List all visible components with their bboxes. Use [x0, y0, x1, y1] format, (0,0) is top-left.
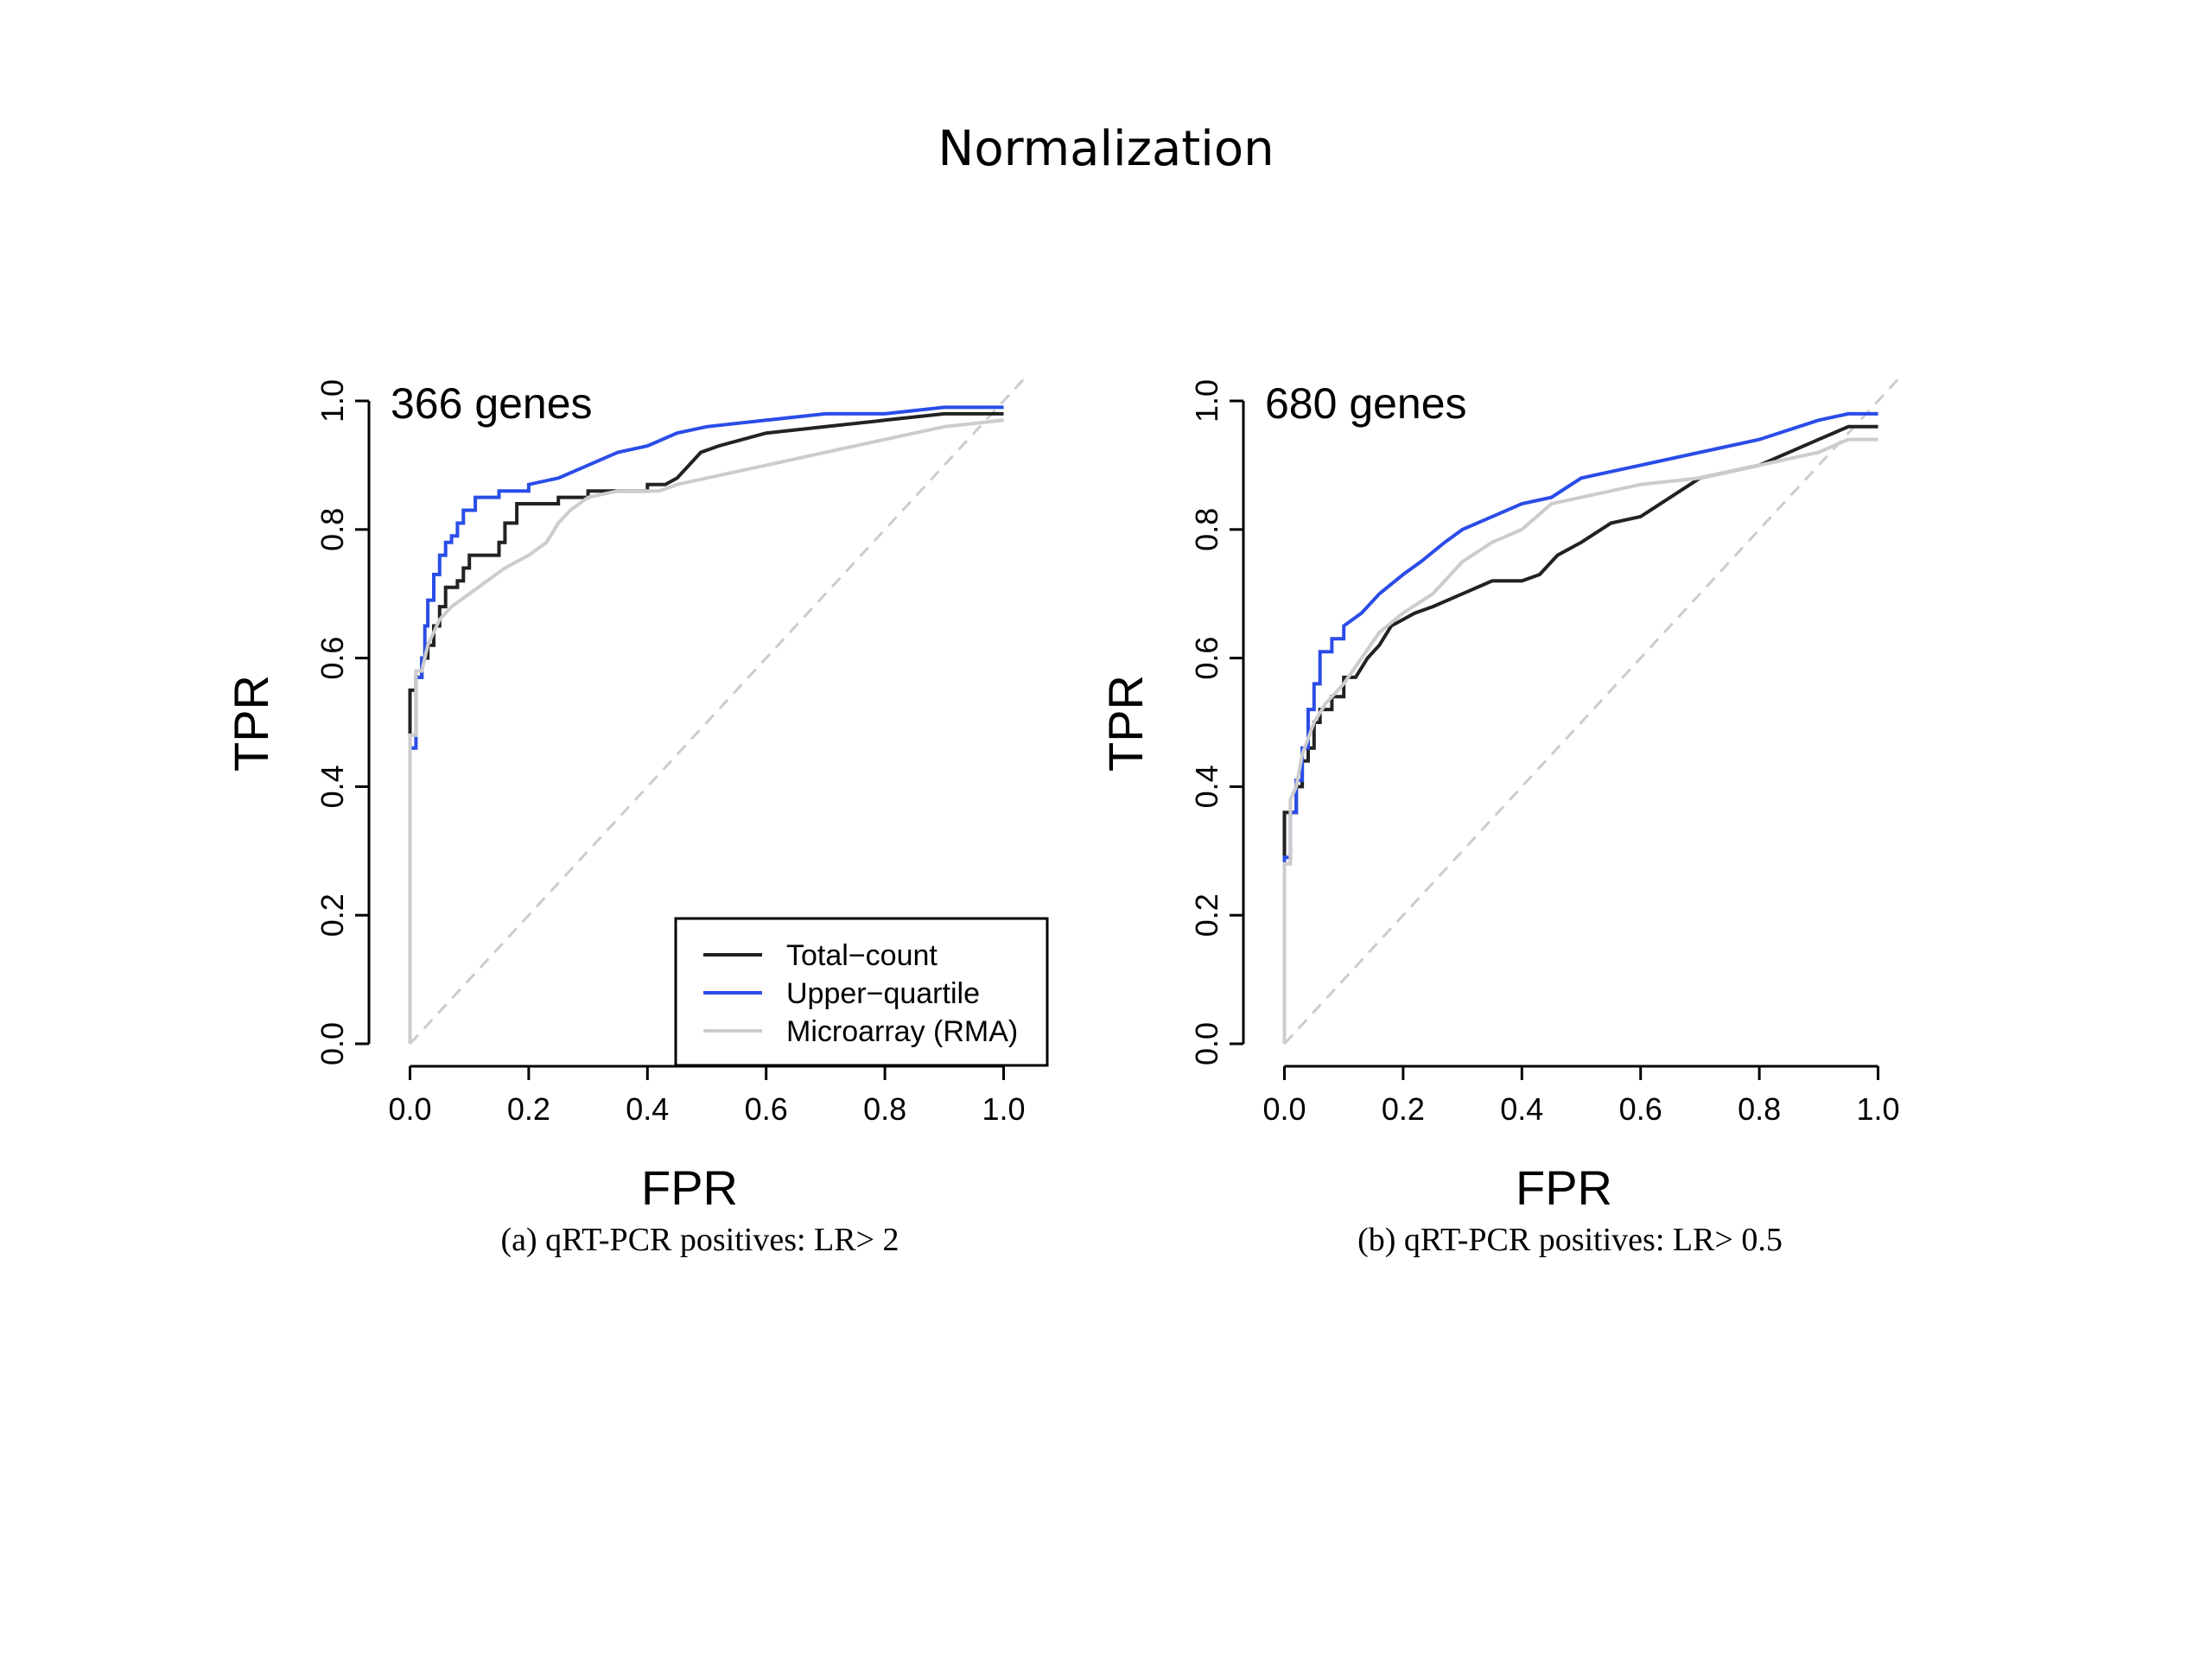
gene-count-annotation: 366 genes: [391, 379, 593, 428]
x-tick-label: 0.8: [1738, 1091, 1781, 1127]
series-line-upper-quartile: [1282, 411, 1878, 1044]
y-tick-label: 0.4: [315, 765, 350, 808]
y-axis-title: TPR: [1098, 675, 1153, 772]
roc-chart-a: (a) qRT-PCR positives: LR> 2 0.0 0.2 0.4 0.…: [224, 374, 1049, 1258]
y-axis-title: TPR: [224, 675, 278, 772]
y-tick-label: 0.0: [315, 1022, 350, 1065]
series-line-microarray: [1282, 437, 1878, 1044]
x-tick-label: 0.6: [745, 1091, 788, 1127]
y-tick-label: 0.8: [315, 508, 350, 551]
y-tick-label: 0.2: [1189, 893, 1224, 937]
gene-count-annotation: 680 genes: [1265, 379, 1467, 428]
chart-caption: (b) qRT-PCR positives: LR> 0.5: [1357, 1222, 1783, 1258]
series-line-total-count: [1282, 424, 1878, 1044]
x-tick-label: 0.2: [1382, 1091, 1425, 1127]
x-tick-label: 1.0: [982, 1091, 1025, 1127]
legend-label: Upper−quartile: [786, 977, 980, 1010]
y-tick-label: 1.0: [1189, 379, 1224, 423]
x-tick-label: 0.2: [507, 1091, 550, 1127]
y-tick-label: 0.2: [315, 893, 350, 937]
legend-label: Microarray (RMA): [786, 1015, 1018, 1048]
series-line-microarray: [408, 418, 1004, 1044]
page-title: Normalization: [938, 121, 1274, 177]
reference-diagonal: [409, 374, 1029, 1046]
y-tick-label: 0.8: [1189, 508, 1224, 551]
x-tick-label: 0.4: [1500, 1091, 1543, 1127]
y-tick-label: 0.6: [1189, 637, 1224, 680]
y-tick-label: 1.0: [315, 379, 350, 423]
series-line-upper-quartile: [408, 405, 1004, 1044]
y-tick-label: 0.4: [1189, 765, 1224, 808]
legend-label: Total−count: [786, 939, 938, 972]
x-axis-title: FPR: [641, 1160, 738, 1215]
reference-diagonal: [1283, 374, 1904, 1046]
x-tick-label: 0.0: [388, 1091, 431, 1127]
x-tick-label: 0.8: [863, 1091, 906, 1127]
x-tick-label: 0.0: [1262, 1091, 1306, 1127]
x-axis-title: FPR: [1516, 1160, 1612, 1215]
x-tick-label: 0.4: [626, 1091, 669, 1127]
chart-caption: (a) qRT-PCR positives: LR> 2: [500, 1222, 899, 1258]
y-tick-label: 0.6: [315, 637, 350, 680]
y-tick-label: 0.0: [1189, 1022, 1224, 1065]
x-tick-label: 0.6: [1619, 1091, 1662, 1127]
roc-chart-b: (b) qRT-PCR positives: LR> 0.5 0.0 0.2 0.4…: [1098, 374, 1904, 1258]
legend: Total−count Upper−quartile Microarray (RMA…: [674, 917, 1049, 1067]
x-tick-label: 1.0: [1856, 1091, 1899, 1127]
